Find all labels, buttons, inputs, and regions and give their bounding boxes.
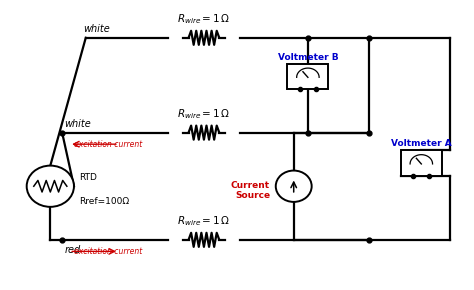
Circle shape — [276, 171, 312, 202]
Text: excitation current: excitation current — [74, 247, 142, 256]
Circle shape — [27, 166, 74, 207]
Text: Voltmeter B: Voltmeter B — [278, 53, 338, 62]
Text: excitation current: excitation current — [74, 140, 142, 149]
Text: white: white — [83, 24, 110, 34]
Text: Rref=100Ω: Rref=100Ω — [79, 197, 129, 206]
Text: $R_{wire} = 1 \, \Omega$: $R_{wire} = 1 \, \Omega$ — [177, 12, 231, 26]
Bar — [401, 151, 442, 176]
Text: RTD: RTD — [79, 173, 97, 182]
Text: Current
Source: Current Source — [231, 181, 270, 200]
Text: white: white — [64, 119, 91, 128]
Text: $R_{wire} = 1 \, \Omega$: $R_{wire} = 1 \, \Omega$ — [177, 215, 231, 228]
Text: red: red — [64, 245, 81, 255]
Text: $R_{wire} = 1 \, \Omega$: $R_{wire} = 1 \, \Omega$ — [177, 107, 231, 121]
Bar — [287, 64, 328, 89]
Text: Voltmeter A: Voltmeter A — [391, 139, 452, 148]
